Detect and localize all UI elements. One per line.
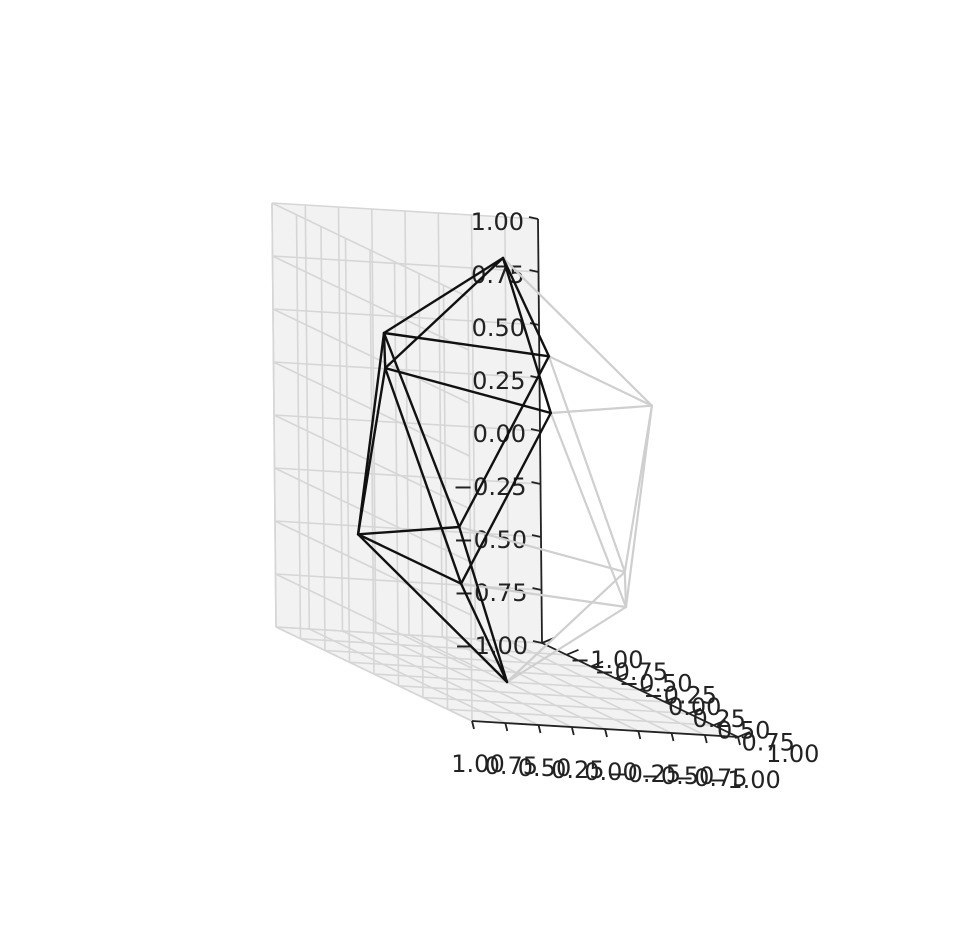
hidden-edge [624, 404, 654, 609]
visible-edge [356, 331, 386, 536]
z-tick-mark [531, 481, 541, 485]
grid-line [273, 414, 541, 432]
z-tick-label: 1.00 [471, 208, 524, 236]
y-tick-label: 1.00 [766, 740, 819, 768]
y-tick-label: 0.50 [717, 717, 770, 745]
grid-line [272, 255, 539, 273]
x-tick-label: 0.25 [551, 756, 604, 784]
y-tick-mark [639, 684, 653, 691]
y-tick-mark [737, 731, 751, 738]
z-tick-mark [532, 640, 543, 644]
visible-edge [384, 256, 505, 370]
y-tick-label: 0.75 [742, 728, 795, 756]
x-tick-mark [637, 730, 642, 740]
grid-line [273, 361, 540, 379]
grid-line [271, 202, 277, 628]
hidden-edge [623, 404, 654, 574]
hidden-edge [505, 570, 626, 684]
grid-line [393, 261, 400, 686]
z-tick-label: 0.00 [473, 420, 526, 448]
grid-line [418, 273, 424, 698]
x-tick-mark [537, 724, 542, 734]
y-tick-mark [615, 672, 628, 680]
visible-edge [382, 256, 505, 335]
grid-line [271, 202, 469, 298]
y-tick-mark [664, 695, 677, 703]
visible-edge [501, 256, 551, 358]
visible-edge [356, 525, 461, 536]
x-tick-label: 1.00 [451, 750, 504, 778]
y-tick-label: −0.25 [644, 681, 718, 709]
grid-line [442, 285, 449, 710]
x-tick-label: −0.75 [674, 764, 748, 792]
grid-line [422, 696, 690, 715]
z-tick-mark [532, 587, 542, 591]
z-tick-label: 0.25 [472, 367, 525, 395]
grid-line [375, 632, 573, 728]
x-tick-label: 0.75 [485, 752, 538, 780]
grid-line [337, 206, 344, 632]
y-tick-label: 0.00 [668, 693, 721, 721]
x-tick-mark [670, 732, 675, 742]
y-tick-mark [590, 660, 604, 668]
hidden-edge [505, 605, 628, 684]
visible-edge [356, 533, 463, 585]
z-tick-mark [529, 269, 539, 273]
visible-edge [458, 355, 551, 529]
visible-edge [356, 533, 509, 684]
z-tick-mark [528, 216, 539, 220]
grid-line [271, 202, 539, 220]
y-tick-mark [713, 719, 726, 727]
z-tick-mark [531, 534, 542, 538]
x-tick-label: −0.25 [608, 760, 682, 788]
grid-line [275, 626, 473, 722]
y-tick-label: −1.00 [570, 646, 644, 674]
visible-edge [501, 256, 552, 415]
hidden-edge [547, 355, 626, 574]
x-tick-mark [604, 728, 608, 738]
x-tick-mark [570, 726, 575, 736]
grid-line [398, 685, 665, 703]
visible-edge [459, 582, 509, 684]
visible-edge [384, 366, 463, 585]
hidden-edge [547, 355, 654, 407]
grid-line [342, 630, 539, 726]
z-tick-mark [530, 428, 541, 432]
x-tick-label: 0.00 [584, 758, 637, 786]
y-tick-mark [688, 707, 702, 715]
tick-marks [471, 216, 751, 746]
x-tick-mark [703, 734, 708, 744]
hidden-edge [501, 256, 654, 407]
grid-line [272, 308, 540, 326]
z-tick-label: −0.25 [453, 473, 527, 501]
hidden-edge [460, 582, 628, 609]
hidden-edge [623, 570, 628, 609]
y-tick-label: 0.25 [693, 705, 746, 733]
hidden-edge [549, 411, 628, 609]
visible-edge [458, 525, 509, 684]
visible-edge [459, 411, 552, 585]
x-tick-mark [504, 722, 509, 732]
grid-line [304, 204, 311, 630]
visible-edge [382, 331, 551, 358]
tick-labels: −1.00−0.75−0.50−0.250.000.250.500.751.00… [451, 208, 819, 794]
x-tick-label: 0.50 [518, 754, 571, 782]
visible-edges [356, 256, 552, 684]
x-tick-mark [737, 736, 741, 746]
y-tick-label: −0.75 [595, 658, 669, 686]
x-tick-label: −0.50 [641, 762, 715, 790]
y-tick-label: −0.50 [619, 670, 693, 698]
x-tick-mark [471, 720, 475, 730]
z-tick-label: 0.50 [472, 314, 525, 342]
grid-line [272, 255, 469, 351]
visible-edge [382, 331, 461, 529]
grid-line [447, 708, 714, 727]
y-tick-mark [566, 648, 579, 656]
x-tick-label: −1.00 [707, 766, 781, 794]
